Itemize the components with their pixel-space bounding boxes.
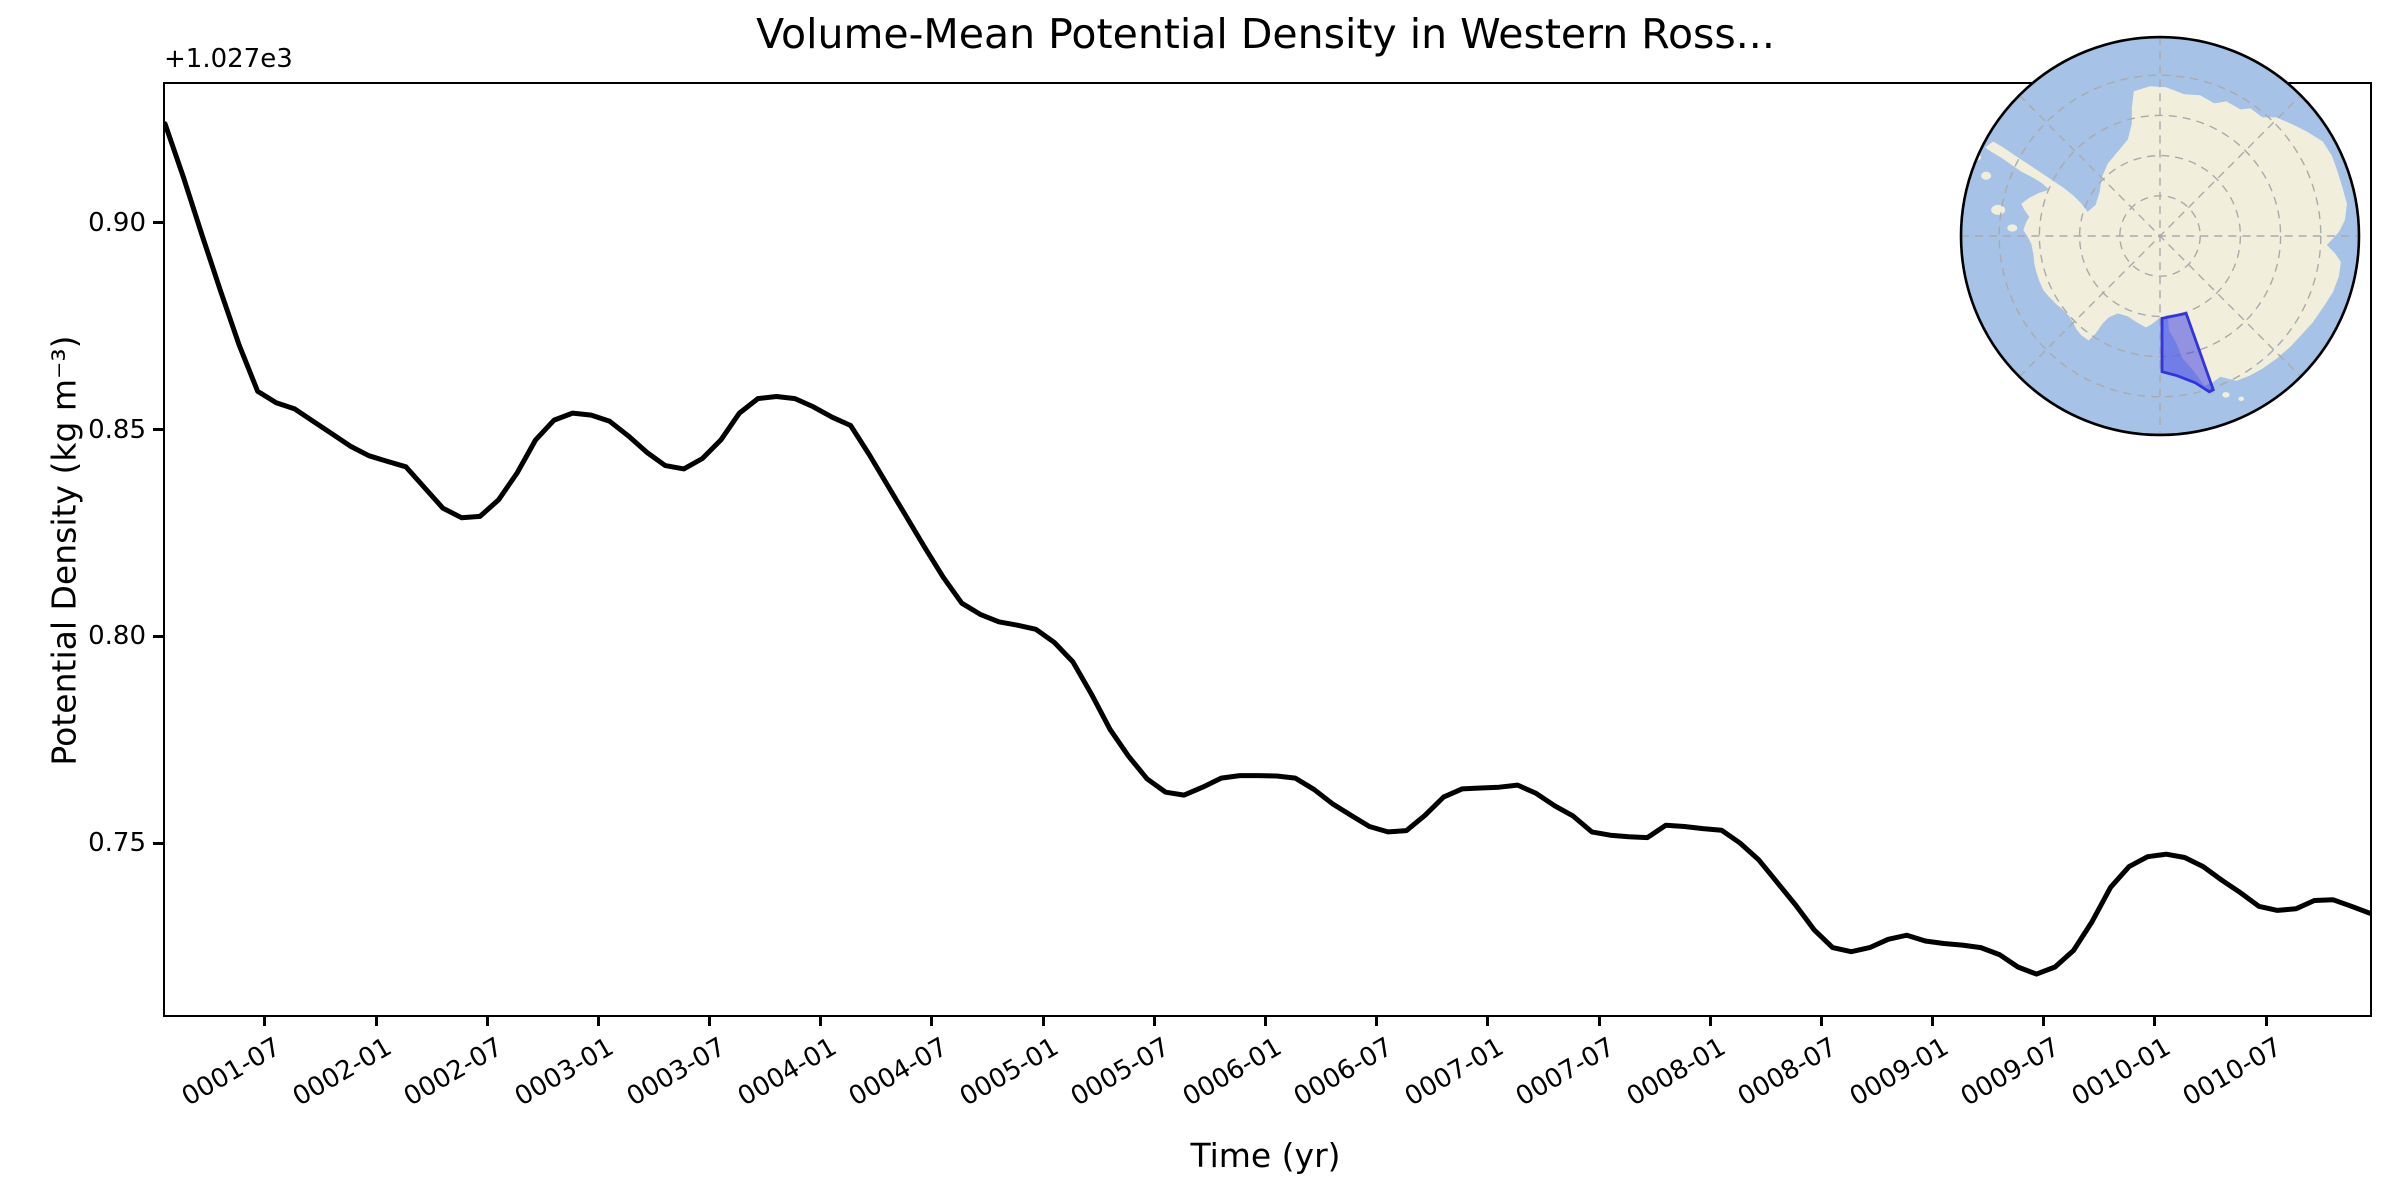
x-tick-label: 0005-01 [955, 1032, 1065, 1113]
x-axis-label: Time (yr) [1190, 1136, 1341, 1175]
x-tick-label: 0003-01 [510, 1032, 620, 1113]
x-tick-label: 0004-07 [843, 1032, 953, 1113]
y-tick-mark [153, 634, 163, 638]
y-tick-mark [153, 221, 163, 225]
x-tick-label: 0004-01 [732, 1032, 842, 1113]
y-tick-label: 0.75 [88, 828, 146, 859]
chart-title: Volume-Mean Potential Density in Western… [756, 10, 1775, 58]
x-tick-label: 0008-07 [1733, 1032, 1843, 1113]
y-tick-mark [153, 428, 163, 432]
x-tick-label: 0003-07 [621, 1032, 731, 1113]
x-tick-label: 0002-07 [399, 1032, 509, 1113]
x-tick-label: 0005-07 [1066, 1032, 1176, 1113]
x-tick-mark [263, 1015, 267, 1026]
y-axis-offset-text: +1.027e3 [164, 44, 293, 74]
x-tick-mark [1708, 1015, 1712, 1026]
x-tick-label: 0006-07 [1288, 1032, 1398, 1113]
y-tick-mark [153, 841, 163, 845]
plot-area [165, 121, 2370, 977]
graticule [1961, 37, 2359, 435]
x-tick-mark [1931, 1015, 1935, 1026]
y-tick-label: 0.90 [88, 207, 146, 238]
y-tick-label: 0.85 [88, 414, 146, 445]
x-tick-mark [1041, 1015, 1045, 1026]
x-tick-mark [485, 1015, 489, 1026]
plot-frame [163, 82, 2372, 1017]
x-tick-label: 0010-01 [2066, 1032, 2176, 1113]
x-tick-mark [1597, 1015, 1601, 1026]
x-tick-mark [2264, 1015, 2268, 1026]
x-tick-label: 0007-07 [1510, 1032, 1621, 1113]
density-curve [165, 121, 2370, 977]
x-tick-mark [819, 1015, 823, 1026]
x-tick-mark [1375, 1015, 1379, 1026]
x-tick-label: 0009-01 [1844, 1032, 1954, 1113]
x-tick-mark [374, 1015, 378, 1026]
y-axis-label: Potential Density (kg m⁻³) [44, 335, 84, 766]
antarctica-landmass [1985, 86, 2347, 386]
x-tick-mark [1819, 1015, 1823, 1026]
x-tick-mark [1264, 1015, 1267, 1026]
x-tick-label: 0008-01 [1622, 1032, 1732, 1113]
globe-edge [1959, 35, 2361, 437]
x-tick-mark [1152, 1015, 1156, 1026]
x-tick-mark [2153, 1015, 2157, 1026]
x-tick-mark [930, 1015, 934, 1026]
x-tick-label: 0009-07 [1955, 1032, 2065, 1113]
x-tick-mark [2042, 1015, 2046, 1026]
x-tick-mark [708, 1015, 712, 1026]
study-region-outline [2160, 311, 2216, 394]
x-tick-mark [596, 1015, 600, 1026]
x-tick-label: 0010-07 [2177, 1032, 2288, 1113]
x-tick-label: 0007-01 [1399, 1032, 1509, 1113]
x-tick-mark [1486, 1015, 1490, 1026]
x-tick-label: 0002-01 [287, 1032, 398, 1113]
study-region-polygon [2162, 313, 2214, 392]
inset-map [1959, 35, 2361, 437]
y-tick-label: 0.80 [88, 621, 146, 652]
x-tick-label: 0001-07 [176, 1032, 286, 1113]
x-tick-label: 0006-01 [1177, 1032, 1287, 1113]
